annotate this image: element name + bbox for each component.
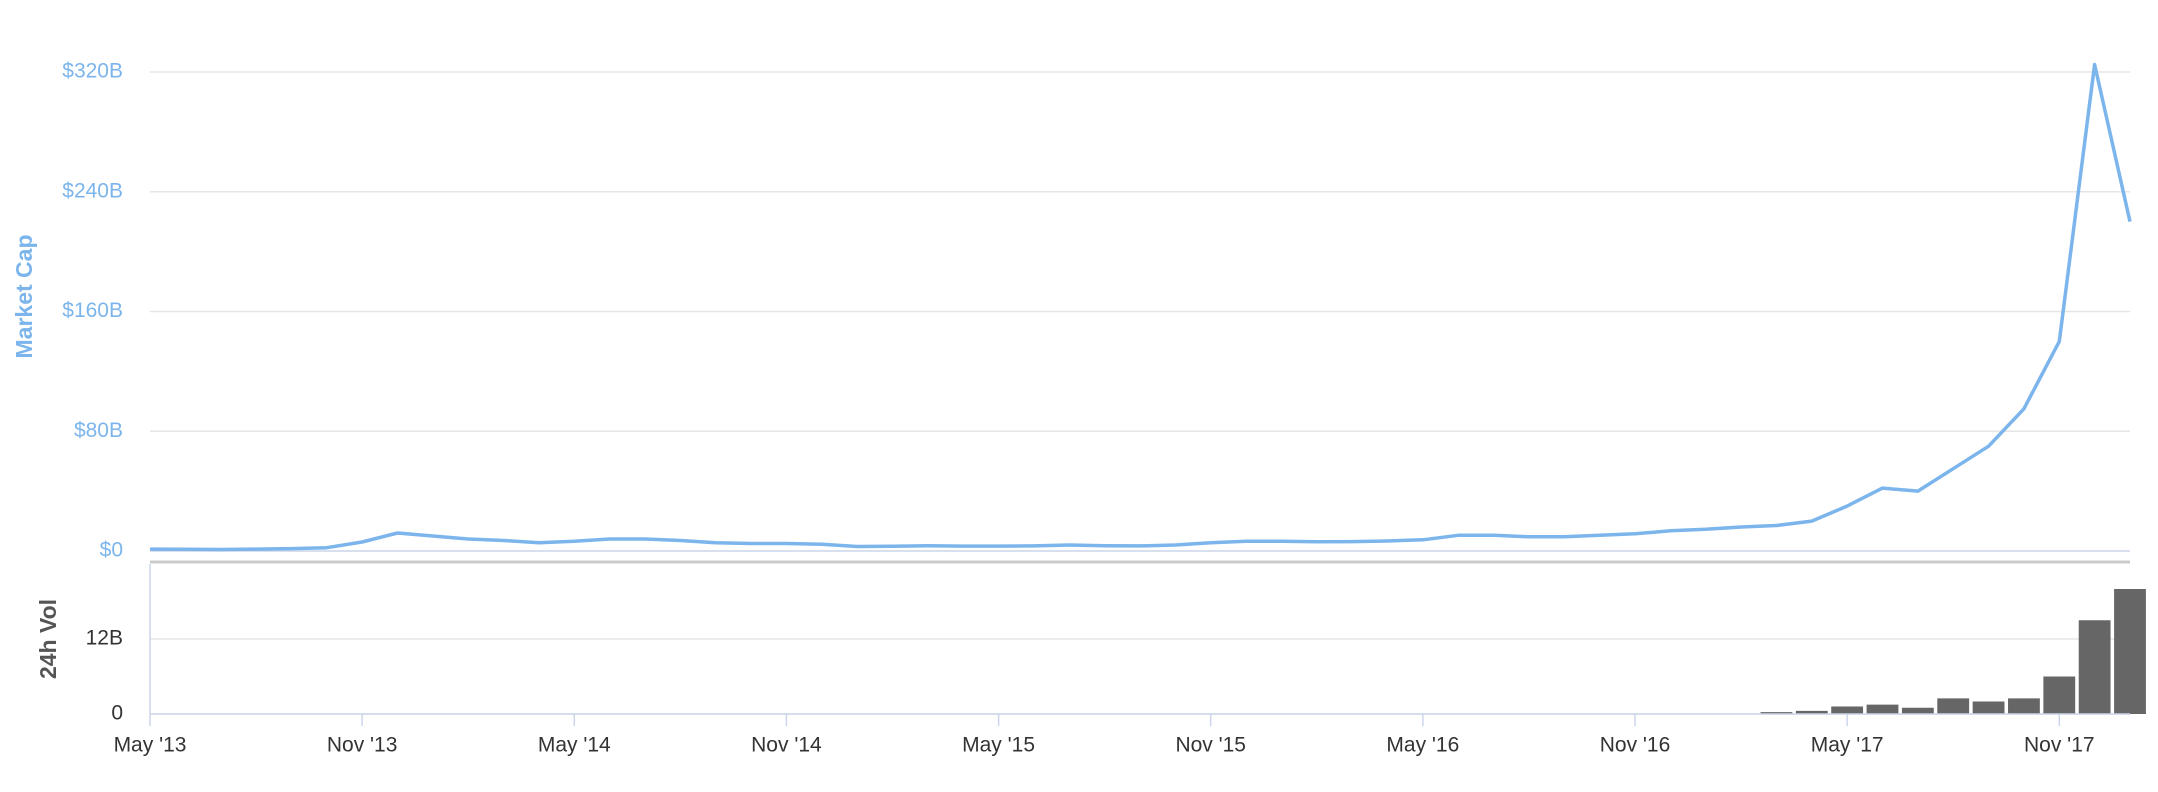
y-tick-label: $240B [62, 179, 123, 202]
x-tick-label: Nov '16 [1600, 734, 1671, 757]
x-tick-label: Nov '15 [1175, 734, 1246, 757]
volume-bar [1972, 701, 2005, 714]
y-tick-label: $160B [62, 299, 123, 322]
y-tick-label: 0 [111, 702, 123, 725]
y-tick-label: $0 [100, 539, 123, 562]
y-tick-label: $320B [62, 59, 123, 82]
y-axis-title: Market Cap [11, 235, 37, 359]
volume-bar [1795, 710, 1828, 714]
x-tick-label: Nov '14 [751, 734, 822, 757]
volume-bar [2008, 698, 2040, 714]
y-axis-title: 24h Vol [35, 599, 61, 679]
volume-bar [1760, 712, 1793, 714]
volume-bar [2114, 589, 2146, 714]
volume-bar [1831, 706, 1864, 714]
volume-bar [1901, 707, 1934, 714]
x-tick-label: May '16 [1386, 734, 1459, 757]
y-tick-label: 12B [86, 627, 123, 650]
volume-bar [1937, 698, 1970, 714]
x-tick-label: Nov '13 [327, 734, 398, 757]
x-tick-label: Nov '17 [2024, 734, 2095, 757]
volume-bar [2043, 676, 2076, 714]
x-tick-label: May '14 [538, 734, 611, 757]
volume-bar [2078, 620, 2111, 714]
x-tick-label: May '17 [1811, 734, 1884, 757]
x-tick-label: May '15 [962, 734, 1035, 757]
x-tick-label: May '13 [114, 734, 187, 757]
volume-bar [1866, 704, 1899, 714]
y-tick-label: $80B [74, 419, 123, 442]
market-cap-line [149, 62, 2132, 552]
